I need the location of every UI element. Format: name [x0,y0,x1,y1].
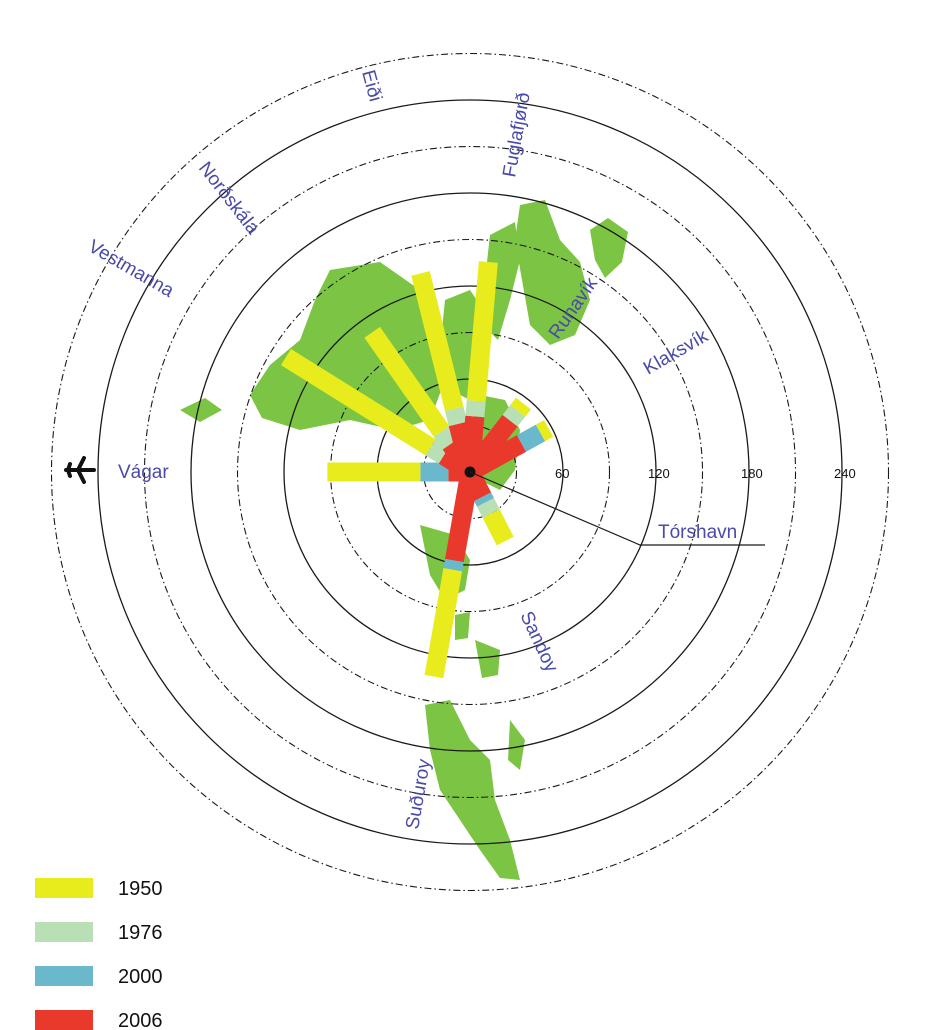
bar-segment-1976 [502,405,526,427]
spoke-label-klaksvík: Klaksvík [640,326,712,380]
ring-tick-label: 120 [648,466,670,481]
island-shape [485,222,520,340]
airplane-shape [64,456,96,484]
legend-swatch-1950 [35,878,93,898]
legend-swatch-2000 [35,966,93,986]
torshavn-pointer [469,471,765,546]
island-shape [515,200,590,345]
bar-segment-2006 [445,470,480,563]
bar-segment-1950 [424,568,463,679]
ring-tick-label: 180 [741,466,763,481]
bar-segment-1976 [477,498,500,518]
island-shape [590,218,628,278]
bar-segment-2000 [516,424,546,452]
distance-ring [50,52,890,892]
ring-tick-label: 240 [834,466,856,481]
island-shape [508,720,525,770]
spoke-label-vestmanna: Vestmanna [85,236,178,302]
island-shape [180,398,222,422]
legend-swatch-2006 [35,1010,93,1030]
island-shape [425,700,520,880]
distance-ring [236,238,704,706]
spoke-bars [280,261,554,679]
bar-segment-2000 [474,492,494,507]
bar-segment-1950 [510,397,531,417]
legend-label-2000: 2000 [118,966,163,988]
bar-segment-1950 [482,509,514,546]
legend: 1950 1976 2000 2006 [35,878,163,1030]
island-shape [250,262,445,430]
bar-segment-1976 [465,400,486,418]
bar-segment-1976 [445,406,468,427]
torshavn-label: Tórshavn [658,522,737,543]
distance-rings: 60 120 180 240 [50,52,890,892]
ring-tick-label: 60 [555,466,569,481]
distance-ring [190,192,750,752]
bar-segment-2000 [443,558,464,572]
airplane-icon [64,456,96,484]
island-shape [475,640,500,678]
spoke-label-suðuroy: Suðuroy [402,757,435,831]
bar-segment-1950 [411,271,464,412]
annotations: Tórshavn [64,456,765,546]
spoke-label-eiði: Eiði [357,68,385,104]
spoke-label-sandoy: Sandoy [515,608,561,676]
legend-label-1950: 1950 [118,878,163,900]
island-shape [455,612,470,640]
bar-segment-1950 [280,348,436,456]
bar-segment-2006 [465,435,527,481]
spoke-label-fuglafjørð: Fuglafjørð [499,91,535,179]
distance-ring [143,145,797,799]
legend-swatch-1976 [35,922,93,942]
legend-label-1976: 1976 [118,922,163,944]
legend-label-2006: 2006 [118,1010,163,1030]
bar-segment-1976 [425,439,449,464]
bar-segment-1950 [466,261,498,402]
bar-segment-1950 [364,326,450,437]
distance-ring [283,285,657,659]
spoke-label-vágar: Vágar [118,462,169,483]
map-islands [180,200,628,880]
bar-segment-1950 [535,420,554,442]
bar-segment-1976 [433,425,459,450]
distance-ring [97,99,843,845]
